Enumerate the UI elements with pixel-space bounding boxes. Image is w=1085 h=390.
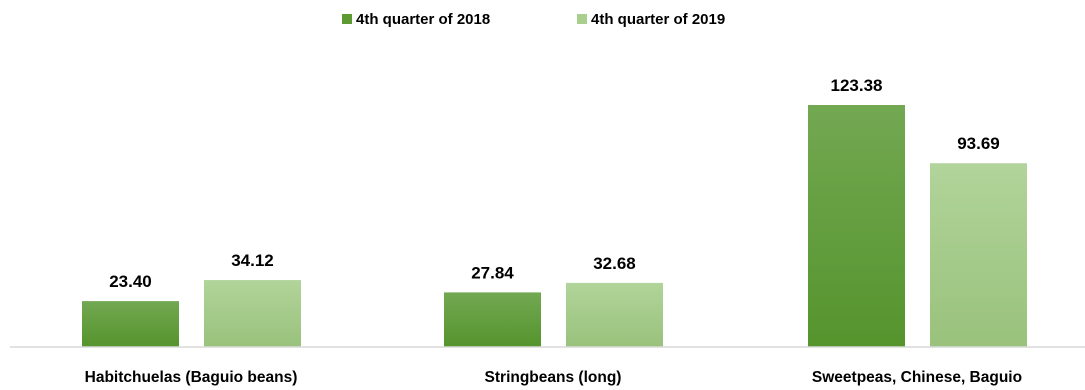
legend-label-2018: 4th quarter of 2018 xyxy=(356,11,490,28)
category-label-2: Sweetpeas, Chinese, Baguio xyxy=(812,369,1022,386)
legend: 4th quarter of 2018 4th quarter of 2019 xyxy=(342,11,725,28)
data-label-2019-cat-2: 93.69 xyxy=(957,134,1000,153)
bar-2019-cat-1 xyxy=(566,282,663,347)
value-labels: 23.40 34.12 27.84 32.68 123.38 93.69 xyxy=(109,76,1000,291)
data-label-2019-cat-1: 32.68 xyxy=(593,254,636,273)
legend-label-2019: 4th quarter of 2019 xyxy=(591,11,725,28)
bar-2019-cat-2 xyxy=(930,163,1027,347)
category-label-1: Stringbeans (long) xyxy=(485,369,622,386)
bar-2018-cat-1 xyxy=(444,292,541,347)
data-label-2018-cat-0: 23.40 xyxy=(109,272,152,291)
bar-2018-cat-2 xyxy=(808,105,905,347)
category-label-0: Habitchuelas (Baguio beans) xyxy=(85,369,298,386)
bars xyxy=(82,105,1027,347)
data-label-2018-cat-1: 27.84 xyxy=(471,263,514,282)
category-labels: Habitchuelas (Baguio beans) Stringbeans (… xyxy=(85,369,1022,386)
legend-swatch-2019 xyxy=(577,14,587,24)
legend-swatch-2018 xyxy=(342,14,352,24)
data-label-2019-cat-0: 34.12 xyxy=(231,251,274,270)
bar-2019-cat-0 xyxy=(204,280,301,347)
data-label-2018-cat-2: 123.38 xyxy=(831,76,883,95)
bar-2018-cat-0 xyxy=(82,301,179,347)
